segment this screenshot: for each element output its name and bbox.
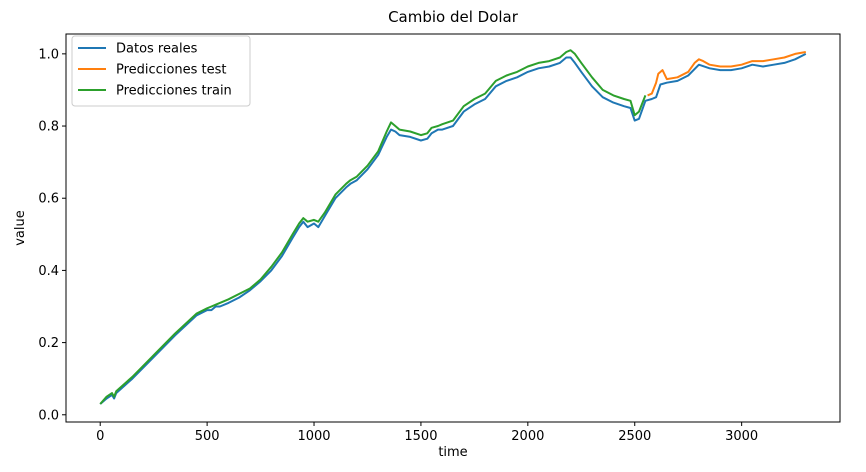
legend-label-0: Datos reales: [116, 42, 198, 57]
legend-label-2: Predicciones train: [116, 84, 232, 99]
x-tick-label: 2500: [618, 429, 651, 444]
x-tick-label: 0: [96, 429, 104, 444]
y-tick-label: 1.0: [38, 47, 59, 62]
legend: Datos reales Predicciones test Prediccione…: [71, 35, 251, 107]
legend-label-1: Predicciones test: [116, 63, 227, 78]
y-axis-label: value: [13, 210, 28, 246]
series-layer: [99, 49, 807, 405]
legend-box: [71, 35, 251, 107]
y-tick-label: 0.8: [38, 120, 59, 135]
x-axis-label: time: [438, 445, 467, 460]
plot-frame: [65, 33, 841, 423]
x-tick-label: 500: [195, 429, 220, 444]
x-tick-label: 3000: [725, 429, 758, 444]
series-line-0: [99, 53, 807, 405]
chart-title: Cambio del Dolar: [388, 8, 519, 26]
x-tick-label: 1500: [404, 429, 437, 444]
y-axis: 0.0 0.2 0.4 0.6 0.8 1.0: [38, 47, 66, 423]
x-axis: 0 500 1000 1500 2000 2500 3000: [96, 422, 758, 444]
x-tick-label: 1000: [297, 429, 330, 444]
y-tick-label: 0.6: [38, 192, 59, 207]
y-tick-label: 0.0: [38, 408, 59, 423]
series-line-2: [99, 49, 647, 405]
x-tick-label: 2000: [511, 429, 544, 444]
series-line-1: [647, 51, 806, 97]
y-tick-label: 0.2: [38, 336, 59, 351]
y-tick-label: 0.4: [38, 264, 59, 279]
